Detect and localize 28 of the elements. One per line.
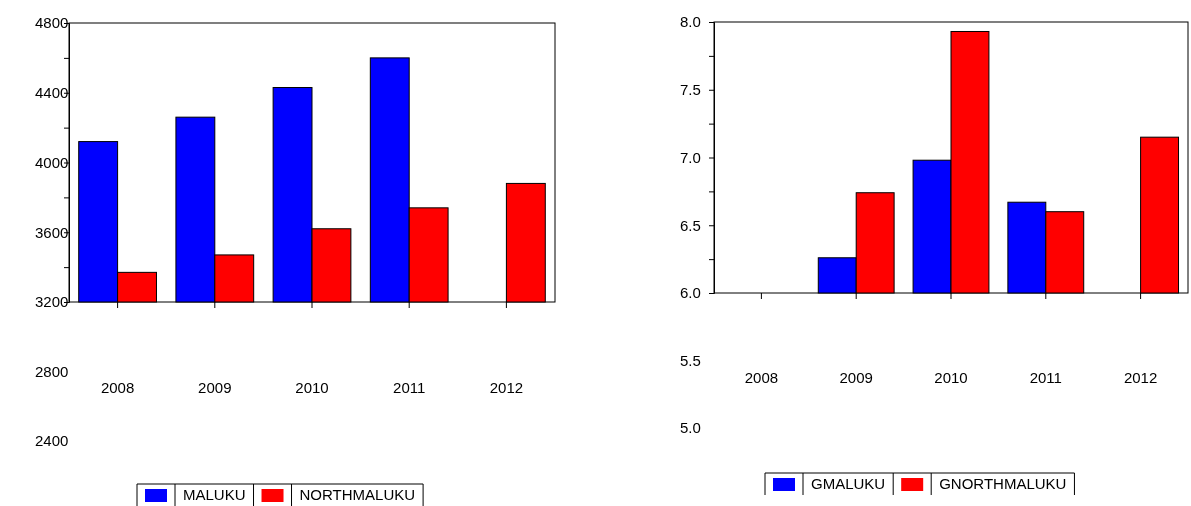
y-tick-label: 3200 <box>35 293 69 311</box>
y-tick-label: 7.0 <box>680 148 701 166</box>
legend-label: NORTHMALUKU <box>299 486 416 503</box>
x-tick-label: 2009 <box>839 369 873 386</box>
y-tick-label: 4800 <box>35 14 69 32</box>
text: 2400 <box>35 432 69 450</box>
x-tick-label: 2012 <box>1123 369 1158 386</box>
x-tick-label: 2011 <box>1029 369 1062 386</box>
legend-label: MALUKU <box>183 486 246 503</box>
x-tick-label: 2010 <box>295 379 329 396</box>
x-tick-label: 2008 <box>744 369 779 386</box>
legend-label: GNORTHMALUKU <box>939 475 1067 492</box>
x-tick-label: 2008 <box>100 379 135 396</box>
text: 5.5 <box>680 351 701 369</box>
x-tick-label: 2009 <box>198 379 232 396</box>
y-tick-label: 4400 <box>35 84 69 102</box>
legend-label: GMALUKU <box>811 475 886 492</box>
y-tick-label: 3600 <box>35 223 69 241</box>
y-tick-label: 4000 <box>35 153 69 171</box>
x-tick-label: 2010 <box>934 369 968 386</box>
y-tick-label: 7.5 <box>680 81 701 99</box>
y-tick-label: 8.0 <box>680 13 701 31</box>
y-tick-label: 6.5 <box>680 216 701 234</box>
x-tick-label: 2012 <box>489 379 524 396</box>
text: 2800 <box>35 362 69 380</box>
text: 5.0 <box>680 419 701 437</box>
x-tick-label: 2011 <box>393 379 426 396</box>
y-tick-label: 6.0 <box>680 284 701 302</box>
